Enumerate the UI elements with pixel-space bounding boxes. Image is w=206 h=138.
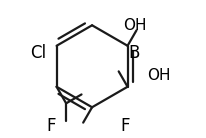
Text: B: B (129, 44, 140, 62)
Text: Cl: Cl (30, 44, 46, 62)
Text: OH: OH (123, 18, 146, 33)
Text: F: F (46, 117, 56, 135)
Text: OH: OH (147, 68, 170, 83)
Text: F: F (121, 117, 130, 135)
